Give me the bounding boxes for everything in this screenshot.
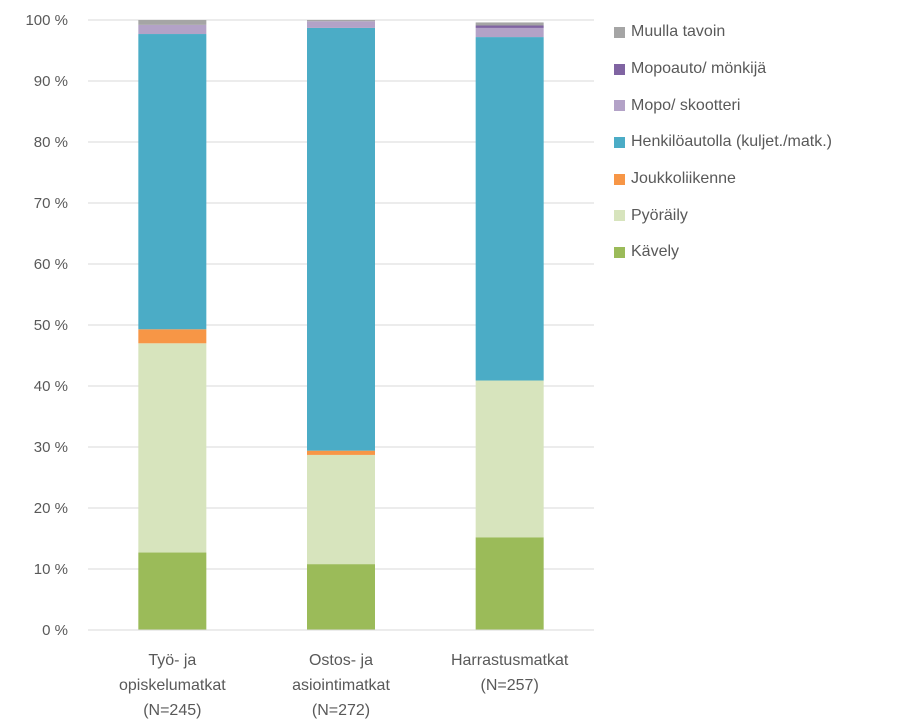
legend-label: Mopoauto/ mönkijä (631, 60, 767, 78)
y-tick-label: 0 % (42, 622, 68, 639)
bar-segment-muulla-tavoin (475, 22, 544, 26)
y-axis-tick-labels: 0 % 10 % 20 % 30 % 40 % 50 % 60 % 70 % 80 % 90 % 1… (25, 12, 68, 639)
legend-item: Joukkoliikenne (614, 161, 832, 198)
legend-swatch (614, 136, 625, 148)
legend-item: Mopo/ skootteri (614, 87, 832, 124)
bar-segment-kävely (307, 564, 375, 630)
bar-segment-joukkoliikenne (138, 329, 207, 344)
bar-segment-pyöräily (475, 380, 544, 538)
x-category-label: Työ- ja opiskelumatkat (N=245) (119, 652, 226, 719)
y-tick-label: 40 % (34, 378, 68, 395)
legend-item: Pyöräily (614, 197, 832, 234)
y-tick-label: 90 % (34, 73, 68, 90)
bar-segment-mopo-skootteri (138, 24, 207, 35)
x-category-label-line: (N=257) (481, 677, 539, 694)
bar-segment-muulla-tavoin (138, 20, 207, 25)
x-category-label-line: (N=245) (143, 702, 201, 719)
legend-item: Mopoauto/ mönkijä (614, 51, 832, 88)
legend-swatch (614, 246, 625, 258)
x-category-label-line: Ostos- ja (309, 652, 373, 669)
y-tick-label: 70 % (34, 195, 68, 212)
legend-label: Henkilöautolla (kuljet./matk.) (631, 133, 832, 151)
x-category-label-line: opiskelumatkat (119, 677, 226, 694)
bar-segment-henkilöautolla-kuljet-matk- (307, 27, 375, 451)
x-category-label-line: Harrastusmatkat (451, 652, 569, 669)
y-tick-label: 60 % (34, 256, 68, 273)
legend-label: Joukkoliikenne (631, 170, 736, 188)
bar-segment-pyöräily (138, 343, 207, 553)
legend-swatch (614, 63, 625, 75)
bars (138, 20, 544, 630)
legend: Muulla tavoin Mopoauto/ mönkijä Mopo/ skoo… (614, 14, 832, 271)
bar-segment-henkilöautolla-kuljet-matk- (475, 37, 544, 381)
bar-segment-henkilöautolla-kuljet-matk- (138, 34, 207, 330)
legend-label: Mopo/ skootteri (631, 96, 741, 114)
legend-label: Pyöräily (631, 206, 688, 224)
bar-segment-mopo-skootteri (475, 27, 544, 38)
x-category-label: Harrastusmatkat (N=257) (451, 652, 569, 694)
bar-segment-mopoauto-mönkijä (475, 25, 544, 28)
legend-item: Muulla tavoin (614, 14, 832, 51)
legend-label: Muulla tavoin (631, 23, 726, 41)
y-tick-label: 20 % (34, 500, 68, 517)
x-category-label-line: (N=272) (312, 702, 370, 719)
y-tick-label: 10 % (34, 561, 68, 578)
y-tick-label: 30 % (34, 439, 68, 456)
y-tick-label: 100 % (25, 12, 68, 29)
legend-swatch (614, 100, 625, 112)
bar-segment-joukkoliikenne (307, 450, 375, 455)
bar-segment-kävely (475, 537, 544, 630)
x-category-label-line: asiointimatkat (292, 677, 390, 694)
x-axis-category-labels: Työ- ja opiskelumatkat (N=245) Ostos- ja asi… (119, 652, 569, 719)
bar-segment-muulla-tavoin (307, 20, 375, 22)
legend-item: Kävely (614, 234, 832, 271)
x-category-label: Ostos- ja asiointimatkat (N=272) (292, 652, 390, 719)
legend-swatch (614, 210, 625, 222)
legend-swatch (614, 173, 625, 185)
x-category-label-line: Työ- ja (148, 652, 196, 669)
legend-item: Henkilöautolla (kuljet./matk.) (614, 124, 832, 161)
bar-segment-kävely (138, 552, 207, 630)
y-tick-label: 80 % (34, 134, 68, 151)
bar-segment-pyöräily (307, 454, 375, 565)
y-tick-label: 50 % (34, 317, 68, 334)
legend-swatch (614, 26, 625, 38)
bar-segment-mopo-skootteri (307, 21, 375, 28)
legend-label: Kävely (631, 243, 680, 261)
